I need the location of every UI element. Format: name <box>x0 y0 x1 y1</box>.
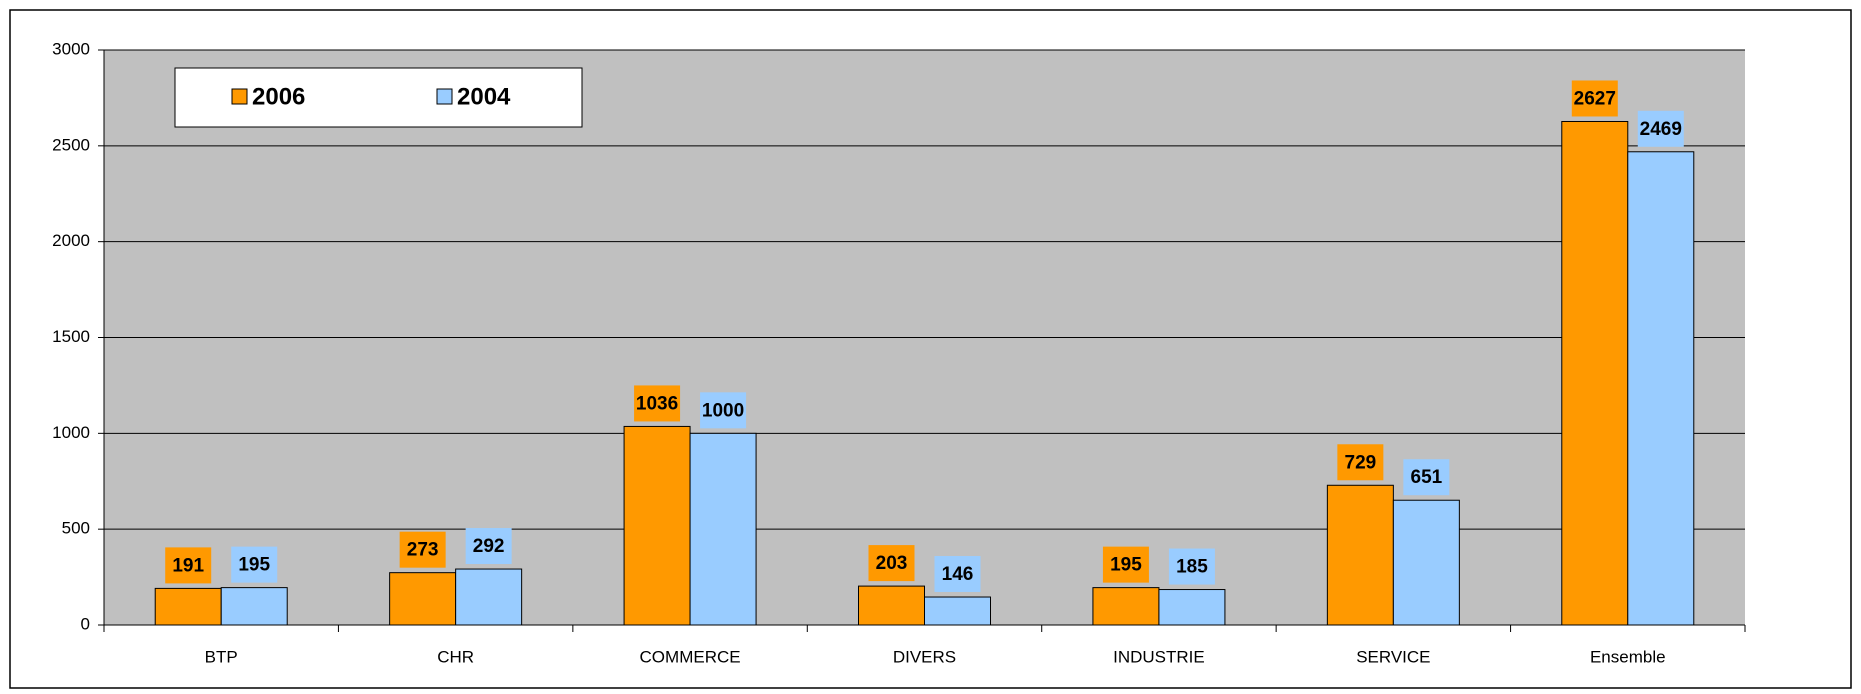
bar <box>1627 151 1695 626</box>
value-label: 203 <box>876 553 908 574</box>
value-label-bg <box>465 528 512 565</box>
y-tick-label: 3000 <box>52 39 90 58</box>
value-label-bg <box>1571 80 1618 117</box>
bar <box>858 585 925 626</box>
bar <box>389 572 457 626</box>
x-tick-label: SERVICE <box>1356 647 1430 666</box>
bar <box>1392 499 1460 626</box>
value-label: 195 <box>1110 555 1142 576</box>
value-label: 146 <box>942 564 974 585</box>
value-label: 729 <box>1345 452 1377 473</box>
value-label: 191 <box>172 555 204 576</box>
value-label: 195 <box>238 555 270 576</box>
value-label: 651 <box>1411 467 1443 488</box>
legend-swatch <box>436 88 453 105</box>
bar <box>1158 589 1226 626</box>
value-label: 273 <box>407 540 439 561</box>
value-label-bg <box>165 547 212 584</box>
bar <box>924 596 991 626</box>
bar <box>154 587 222 626</box>
value-label: 292 <box>473 536 505 557</box>
value-label: 1000 <box>702 400 744 421</box>
value-label-bg <box>934 556 981 593</box>
x-tick-label: COMMERCE <box>640 647 741 666</box>
bar <box>689 432 757 626</box>
bar <box>1326 484 1394 626</box>
x-tick-label: Ensemble <box>1590 647 1666 666</box>
x-tick-label: DIVERS <box>893 647 956 666</box>
legend-label: 2004 <box>457 83 511 110</box>
value-label: 2469 <box>1640 119 1682 140</box>
y-tick-label: 500 <box>62 519 90 538</box>
y-tick-label: 2000 <box>52 231 90 250</box>
value-label-bg <box>1168 548 1215 585</box>
value-label: 185 <box>1176 557 1208 578</box>
x-tick-label: BTP <box>205 647 238 666</box>
bar <box>623 425 691 626</box>
bar <box>455 568 523 626</box>
x-tick-label: CHR <box>437 647 474 666</box>
value-label-bg <box>1637 110 1684 147</box>
bar <box>1092 587 1160 626</box>
bar <box>220 587 288 626</box>
y-tick-label: 1500 <box>52 327 90 346</box>
y-tick-label: 0 <box>81 614 90 633</box>
value-label-bg <box>868 545 915 582</box>
x-tick-label: INDUSTRIE <box>1113 647 1205 666</box>
legend-swatch <box>231 88 248 105</box>
value-label-bg <box>399 531 446 568</box>
value-label-bg <box>1102 546 1149 583</box>
value-label: 1036 <box>636 393 678 414</box>
bar <box>1561 120 1629 626</box>
value-label-bg <box>634 385 681 422</box>
value-label: 2627 <box>1574 89 1616 110</box>
value-label-bg <box>231 546 278 583</box>
value-label-bg <box>1403 459 1450 496</box>
y-tick-label: 2500 <box>52 135 90 154</box>
value-label-bg <box>700 392 747 429</box>
y-tick-label: 1000 <box>52 423 90 442</box>
legend-label: 2006 <box>252 83 305 110</box>
value-label-bg <box>1337 444 1384 481</box>
